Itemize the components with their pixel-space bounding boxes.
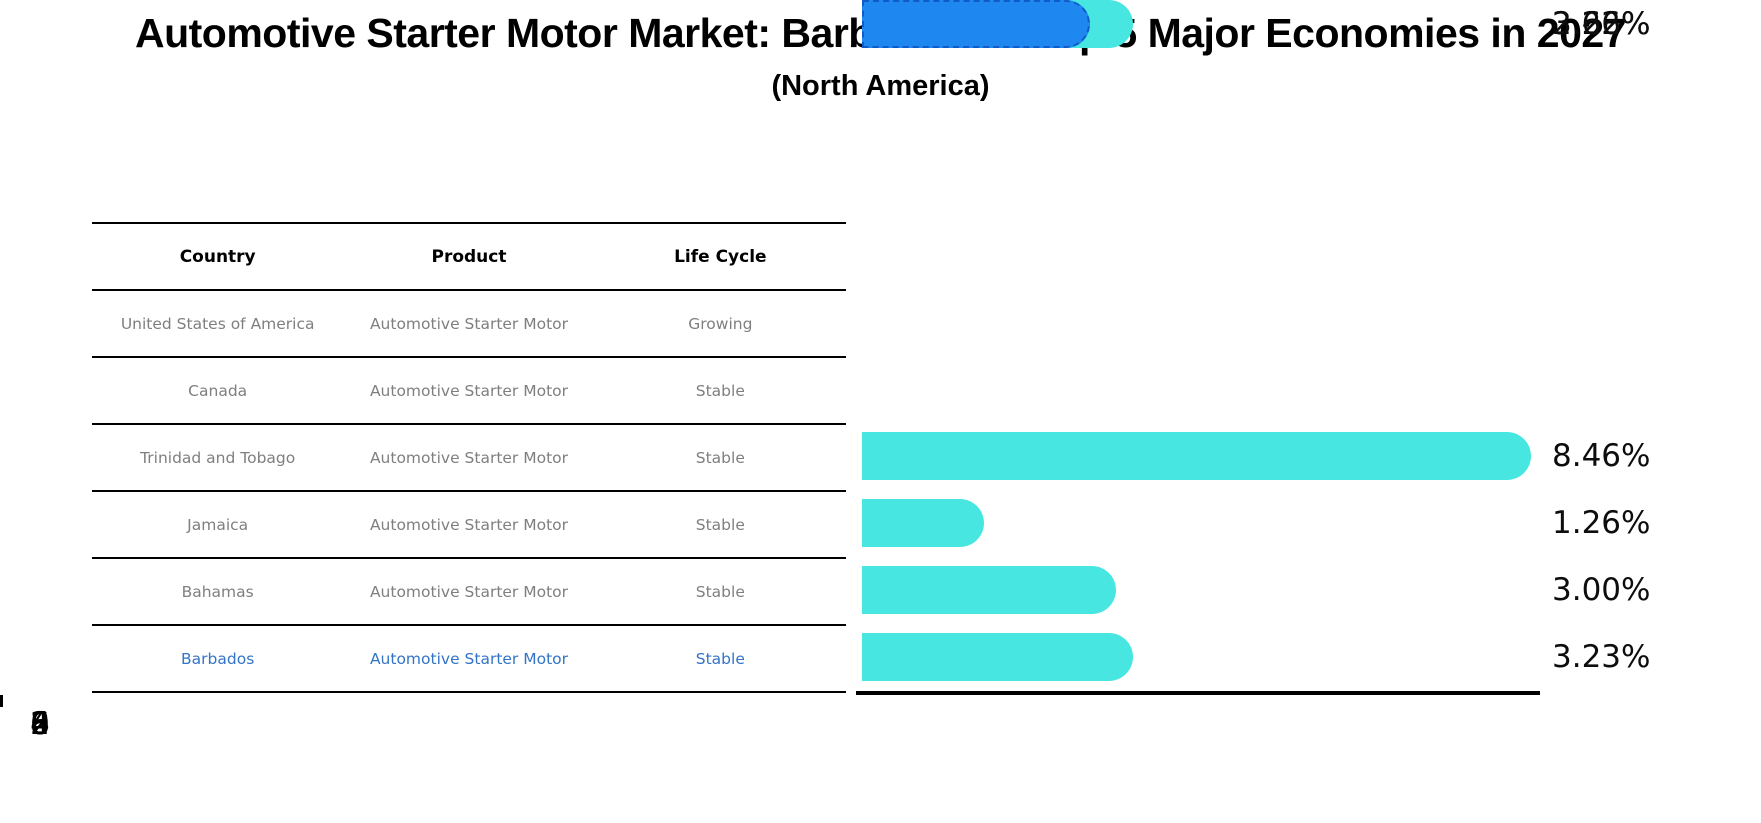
comparison-table: Country Product Life Cycle United States… <box>92 222 846 693</box>
table-row: Canada Automotive Starter Motor Stable <box>92 357 846 424</box>
x-axis-tick-label: 4 <box>30 706 50 742</box>
bar-value-label: 1.26% <box>1552 505 1651 541</box>
cell-country: Bahamas <box>181 582 254 601</box>
cell-life-cycle: Stable <box>695 448 745 467</box>
cell-country: Canada <box>188 381 248 400</box>
cell-country: United States of America <box>120 314 315 333</box>
table-header-product: Product <box>431 246 507 267</box>
market-bar <box>862 499 984 547</box>
cell-life-cycle: Growing <box>688 314 753 333</box>
table-row-barbados-highlight: Barbados Automotive Starter Motor Stable <box>92 625 846 692</box>
cell-country: Trinidad and Tobago <box>140 448 296 467</box>
market-bar <box>862 432 1531 480</box>
x-axis-tick <box>0 695 3 707</box>
cell-product: Automotive Starter Motor <box>369 649 569 668</box>
table-row: Bahamas Automotive Starter Motor Stable <box>92 558 846 625</box>
bar-value-label: 8.46% <box>1552 438 1651 474</box>
cell-life-cycle: Stable <box>695 582 745 601</box>
x-axis-line <box>856 691 1540 695</box>
bar-value-label: 2.66% <box>1552 6 1651 42</box>
cell-product: Automotive Starter Motor <box>369 582 569 601</box>
market-bar-highlighted <box>862 0 1090 48</box>
table-header-life-cycle: Life Cycle <box>674 246 767 267</box>
table-header-country: Country <box>179 246 256 267</box>
x-axis-tick-label: 0 <box>30 706 50 742</box>
table-row: United States of America Automotive Star… <box>92 290 846 357</box>
x-axis-tick-label: 2 <box>30 706 50 742</box>
cell-product: Automotive Starter Motor <box>369 448 569 467</box>
cell-product: Automotive Starter Motor <box>369 515 569 534</box>
cell-life-cycle: Stable <box>695 515 745 534</box>
table-row: Trinidad and Tobago Automotive Starter M… <box>92 424 846 491</box>
market-bar <box>862 633 1133 681</box>
cell-country: Barbados <box>181 649 255 668</box>
bar-value-label: 3.23% <box>1552 639 1651 675</box>
page-subtitle: (North America) <box>771 70 990 102</box>
x-axis-tick-label: 6 <box>30 706 50 742</box>
market-bar <box>862 566 1116 614</box>
cell-life-cycle: Stable <box>695 381 745 400</box>
cell-product: Automotive Starter Motor <box>369 314 569 333</box>
table-row: Jamaica Automotive Starter Motor Stable <box>92 491 846 558</box>
x-axis-tick-label: 8 <box>30 706 50 742</box>
bar-value-label: 3.00% <box>1552 572 1651 608</box>
bar-value-label: 3.22% <box>1552 6 1651 42</box>
cell-country: Jamaica <box>187 515 249 534</box>
cell-product: Automotive Starter Motor <box>369 381 569 400</box>
cell-life-cycle: Stable <box>695 649 745 668</box>
table-header-row: Country Product Life Cycle <box>92 223 846 290</box>
